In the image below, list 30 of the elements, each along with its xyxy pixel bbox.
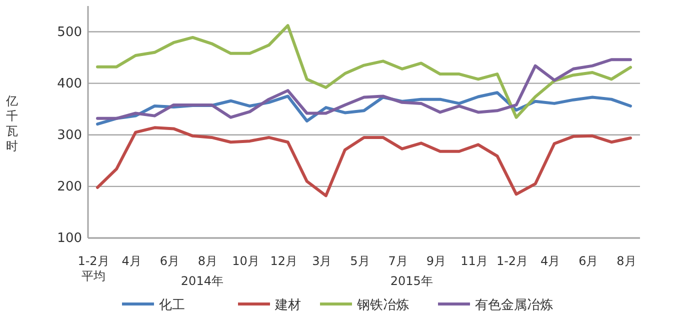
text: 2014年 [180, 274, 224, 288]
legend-label: 化工 [159, 298, 185, 313]
x-tick-label: 4月 [540, 254, 560, 268]
x-tick-label: 12月 [270, 254, 298, 268]
legend-label: 有色金属冶炼 [475, 298, 553, 313]
x-tick-label: 8月 [616, 254, 636, 268]
x-tick-label: 6月 [578, 254, 598, 268]
x-tick-label: 4月 [122, 254, 142, 268]
y-tick-label: 500 [57, 24, 82, 40]
x-tick-label: 1-2月 [496, 254, 528, 268]
y-tick-label: 400 [57, 76, 82, 92]
line-series [96, 58, 632, 120]
x-tick-label: 11月 [460, 254, 488, 268]
line-series [96, 126, 632, 198]
x-tick-label: 6月 [160, 254, 180, 268]
y-tick-label: 200 [57, 180, 82, 195]
y-tick-label: 100 [57, 231, 82, 246]
x-tick-label: 1-2月平均 [78, 254, 110, 283]
x-tick-label: 7月 [388, 254, 408, 268]
line-series [96, 24, 632, 119]
x-tick-label: 8月 [198, 254, 218, 268]
text: 2015年 [390, 274, 433, 288]
legend-label: 建材 [274, 298, 301, 313]
legend-label: 钢铁冶炼 [356, 298, 409, 313]
x-tick-label: 9月 [426, 254, 446, 268]
x-tick-label: 5月 [350, 254, 370, 268]
y-axis-title: 亿千瓦时 [5, 94, 18, 153]
y-tick-label: 300 [57, 128, 82, 144]
x-tick-label: 10月 [232, 254, 260, 268]
x-tick-label: 3月 [312, 254, 332, 268]
